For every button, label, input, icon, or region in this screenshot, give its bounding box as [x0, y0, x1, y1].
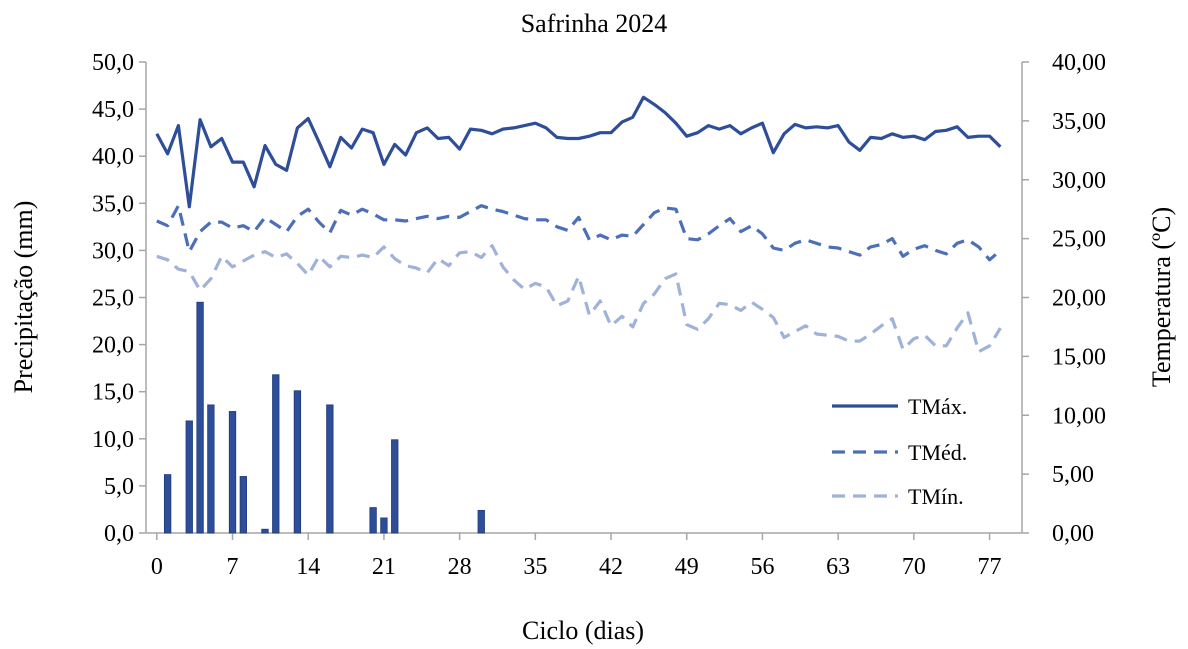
precipitation-bar: [326, 404, 334, 534]
y-right-tick-label: 25,00: [1052, 227, 1106, 253]
x-tick-label: 49: [675, 554, 699, 580]
y-left-tick-label: 45,0: [92, 97, 134, 123]
temperature-series-line: [156, 204, 1002, 262]
x-tick-label: 28: [448, 554, 472, 580]
axes-group: 0,0 5,0 10,0 15,0 20,0 25,0 30,0 35,0 40,0 45,0 50…: [92, 50, 1106, 580]
x-tick-label: 56: [750, 554, 774, 580]
y-left-tick-label: 25,0: [92, 286, 134, 312]
legend-label: TMéd.: [908, 440, 967, 465]
x-tick-label: 77: [978, 554, 1002, 580]
precipitation-bar: [477, 509, 485, 534]
bars-group: [163, 301, 485, 534]
precipitation-bar: [228, 411, 237, 534]
y-right-tick-label: 40,00: [1052, 50, 1106, 76]
y-left-tick-label: 50,0: [92, 50, 134, 76]
y-right-tick-label: 35,00: [1052, 109, 1106, 135]
y-right-tick-label: 15,00: [1052, 344, 1106, 370]
temperature-series-line: [156, 244, 1002, 354]
precipitation-bar: [196, 301, 204, 534]
precipitation-bar: [261, 528, 269, 534]
y-axis-right-label: Temperatura (ºC): [1147, 207, 1176, 387]
precipitation-bar: [163, 474, 172, 534]
x-tick-label: 42: [599, 554, 623, 580]
y-left-tick-label: 30,0: [92, 238, 134, 264]
legend: TMáx. TMéd. TMín.: [832, 394, 967, 509]
y-left-tick-label: 0,0: [104, 521, 134, 547]
precipitation-bar: [293, 390, 302, 534]
y-right-tick-label: 10,00: [1052, 403, 1106, 429]
y-left-tick-label: 15,0: [92, 380, 134, 406]
lines-group: [155, 95, 1002, 354]
temperature-series-line: [155, 95, 1002, 209]
y-left-tick-label: 10,0: [92, 427, 134, 453]
chart-title: Safrinha 2024: [521, 9, 668, 38]
x-tick-label: 63: [826, 554, 850, 580]
x-tick-label: 0: [151, 554, 163, 580]
legend-label: TMín.: [908, 484, 964, 509]
precipitation-bar: [391, 439, 399, 534]
y-left-tick-label: 20,0: [92, 333, 134, 359]
precipitation-bar: [369, 507, 377, 534]
x-tick-label: 21: [372, 554, 396, 580]
x-tick-label: 70: [902, 554, 926, 580]
y-left-tick-label: 35,0: [92, 191, 134, 217]
x-axis-label: Ciclo (dias): [522, 616, 644, 645]
x-tick-label: 35: [523, 554, 547, 580]
precipitation-bar: [185, 420, 193, 534]
y-axis-left-label: Precipitação (mm): [9, 201, 38, 394]
precipitation-bar: [380, 517, 388, 534]
y-left-tick-label: 5,0: [104, 474, 134, 500]
precipitation-bar: [272, 374, 280, 534]
y-right-tick-label: 0,00: [1052, 521, 1094, 547]
x-tick-label: 14: [296, 554, 320, 580]
x-tick-label: 7: [227, 554, 239, 580]
y-right-tick-label: 20,00: [1052, 286, 1106, 312]
y-right-tick-label: 5,00: [1052, 462, 1094, 488]
legend-label: TMáx.: [908, 394, 967, 419]
precipitation-bar: [207, 404, 215, 534]
y-left-tick-label: 40,0: [92, 144, 134, 170]
precipitation-bar: [239, 476, 247, 534]
y-right-tick-label: 30,00: [1052, 168, 1106, 194]
